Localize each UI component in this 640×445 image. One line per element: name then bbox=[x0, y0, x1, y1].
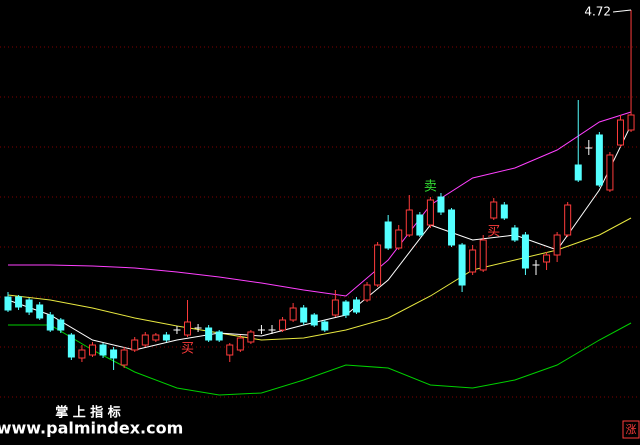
candle-body bbox=[162, 334, 170, 341]
candle-body bbox=[490, 201, 498, 219]
candle-body bbox=[99, 344, 107, 356]
candle-body bbox=[574, 164, 582, 181]
candle-body bbox=[184, 321, 192, 336]
candle-body bbox=[141, 334, 149, 346]
candle-body bbox=[458, 244, 466, 286]
band-line bbox=[8, 322, 632, 396]
candle-body bbox=[352, 299, 360, 313]
candle-body bbox=[479, 239, 487, 271]
candle-body bbox=[25, 299, 33, 313]
candle-body bbox=[395, 229, 403, 249]
candle-body bbox=[342, 301, 350, 316]
candle-body bbox=[226, 344, 234, 356]
candle-body bbox=[405, 209, 413, 236]
candle-body bbox=[511, 227, 519, 241]
max-pointer bbox=[612, 9, 632, 13]
candle-body bbox=[236, 337, 244, 351]
candle-body bbox=[606, 154, 614, 191]
candle-body bbox=[215, 331, 223, 341]
candle-body bbox=[543, 254, 551, 263]
signal: 卖 bbox=[424, 180, 437, 195]
candle-body bbox=[437, 196, 445, 213]
candle-body bbox=[321, 321, 329, 331]
candle-body bbox=[564, 204, 572, 236]
candle-body bbox=[131, 339, 139, 351]
candle-body bbox=[120, 349, 128, 366]
candle-body bbox=[110, 349, 118, 359]
candle-body bbox=[384, 221, 392, 249]
candle-body bbox=[78, 349, 86, 359]
candle-body bbox=[247, 331, 255, 343]
candle-body bbox=[300, 307, 308, 323]
candle-body bbox=[374, 244, 382, 286]
grid bbox=[0, 46, 640, 398]
candle-body bbox=[627, 114, 635, 131]
candle-body bbox=[15, 296, 23, 308]
signal: 买 bbox=[487, 225, 500, 240]
signal: 买 bbox=[181, 342, 194, 357]
candle-body bbox=[521, 234, 529, 269]
candle-body bbox=[553, 234, 561, 256]
band-line bbox=[8, 111, 632, 297]
candle-body bbox=[363, 284, 371, 301]
candle-body bbox=[36, 304, 44, 319]
candle-body bbox=[57, 319, 65, 331]
candle-body bbox=[500, 204, 508, 219]
candle-body bbox=[279, 319, 287, 331]
candle-body bbox=[426, 199, 434, 226]
candle-body bbox=[46, 314, 54, 331]
candle-body bbox=[67, 334, 75, 358]
candle-body bbox=[310, 314, 318, 326]
candle-body bbox=[595, 134, 603, 186]
badge-box bbox=[622, 420, 640, 439]
badge: 涨 bbox=[626, 423, 637, 436]
candle-body bbox=[616, 119, 624, 146]
max-price-label: 4.72 bbox=[584, 5, 611, 19]
watermark-title: 掌 上 指 标 bbox=[55, 405, 121, 421]
candle-body bbox=[205, 327, 213, 341]
candle-body bbox=[469, 249, 477, 273]
candle-body bbox=[88, 344, 96, 356]
candle-body bbox=[4, 296, 12, 311]
candle-body bbox=[448, 209, 456, 246]
watermark-url: www.palmindex.com bbox=[0, 419, 183, 438]
band-line bbox=[7, 217, 632, 341]
candle-body bbox=[289, 307, 297, 321]
candle-body bbox=[416, 214, 424, 236]
candle-body bbox=[331, 299, 339, 316]
candle-body bbox=[152, 334, 160, 341]
